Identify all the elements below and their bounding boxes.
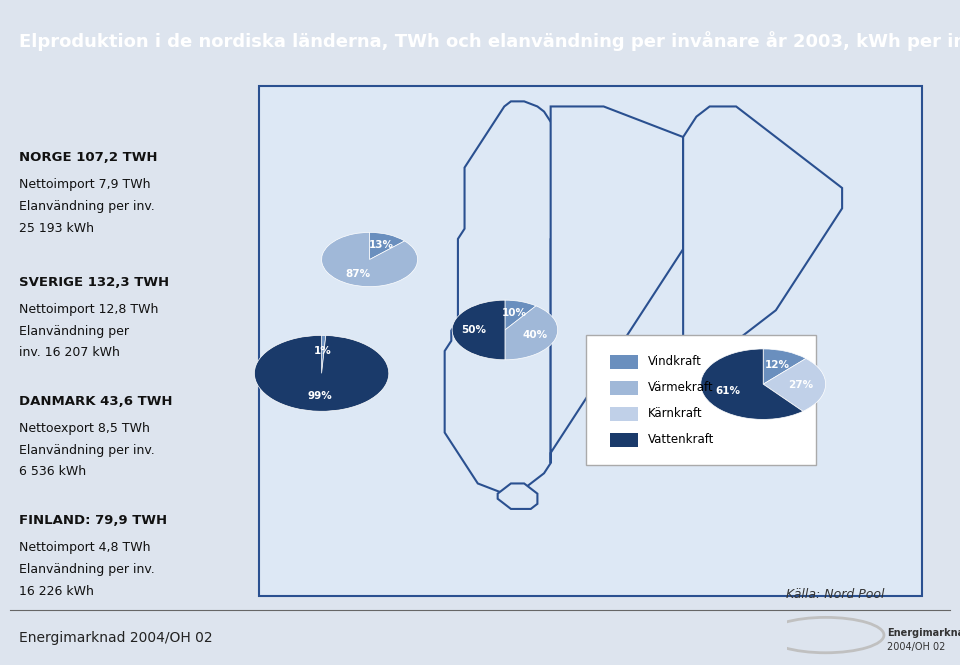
- Text: inv. 16 207 kWh: inv. 16 207 kWh: [19, 346, 120, 359]
- Text: Elanvändning per inv.: Elanvändning per inv.: [19, 444, 155, 457]
- Text: Vindkraft: Vindkraft: [648, 356, 702, 368]
- Text: Nettoimport 7,9 TWh: Nettoimport 7,9 TWh: [19, 178, 151, 192]
- Text: Nettoimport 12,8 TWh: Nettoimport 12,8 TWh: [19, 303, 158, 316]
- Text: Vattenkraft: Vattenkraft: [648, 434, 714, 446]
- Text: 16 226 kWh: 16 226 kWh: [19, 585, 94, 598]
- Text: 27%: 27%: [788, 380, 813, 390]
- Text: FINLAND: 79,9 TWH: FINLAND: 79,9 TWH: [19, 514, 167, 527]
- Text: Elanvändning per inv.: Elanvändning per inv.: [19, 563, 155, 576]
- Text: SVERIGE 132,3 TWH: SVERIGE 132,3 TWH: [19, 276, 169, 289]
- Text: Kärnkraft: Kärnkraft: [648, 408, 703, 420]
- Text: 12%: 12%: [764, 360, 789, 370]
- Text: 87%: 87%: [346, 269, 371, 279]
- Text: Nettoimport 4,8 TWh: Nettoimport 4,8 TWh: [19, 541, 151, 555]
- Text: NORGE 107,2 TWH: NORGE 107,2 TWH: [19, 151, 157, 164]
- Text: 99%: 99%: [308, 391, 333, 401]
- Polygon shape: [684, 106, 842, 382]
- Text: Nettoexport 8,5 TWh: Nettoexport 8,5 TWh: [19, 422, 150, 435]
- Text: Källa: Nord Pool: Källa: Nord Pool: [786, 588, 884, 601]
- Wedge shape: [701, 349, 803, 420]
- Text: 10%: 10%: [502, 308, 527, 318]
- Text: 1%: 1%: [314, 346, 332, 356]
- Polygon shape: [444, 101, 570, 493]
- Text: 6 536 kWh: 6 536 kWh: [19, 465, 86, 478]
- Wedge shape: [452, 300, 505, 360]
- FancyBboxPatch shape: [610, 356, 638, 369]
- Wedge shape: [505, 306, 558, 360]
- FancyBboxPatch shape: [610, 434, 638, 447]
- Text: 50%: 50%: [461, 325, 486, 335]
- Text: DANMARK 43,6 TWH: DANMARK 43,6 TWH: [19, 395, 173, 408]
- Text: Energimarknad 2004/OH 02: Energimarknad 2004/OH 02: [19, 631, 213, 646]
- Text: 40%: 40%: [522, 331, 547, 340]
- Text: Värmekraft: Värmekraft: [648, 382, 713, 394]
- FancyBboxPatch shape: [259, 86, 922, 596]
- Text: Elanvändning per: Elanvändning per: [19, 325, 130, 338]
- Text: Elproduktion i de nordiska länderna, TWh och elanvändning per invånare år 2003, : Elproduktion i de nordiska länderna, TWh…: [19, 31, 960, 51]
- Polygon shape: [551, 106, 684, 463]
- Text: 61%: 61%: [715, 386, 740, 396]
- FancyBboxPatch shape: [610, 408, 638, 421]
- Text: 13%: 13%: [369, 239, 394, 249]
- Wedge shape: [763, 358, 826, 412]
- FancyBboxPatch shape: [610, 382, 638, 395]
- Text: Energimarknad: Energimarknad: [887, 628, 960, 638]
- Wedge shape: [322, 335, 325, 373]
- Polygon shape: [497, 483, 538, 509]
- Wedge shape: [763, 349, 805, 384]
- Wedge shape: [505, 300, 536, 330]
- Text: 2004/OH 02: 2004/OH 02: [887, 642, 946, 652]
- Wedge shape: [370, 233, 404, 259]
- Wedge shape: [254, 335, 389, 411]
- Wedge shape: [322, 233, 418, 287]
- Text: Elanvändning per inv.: Elanvändning per inv.: [19, 200, 155, 213]
- FancyBboxPatch shape: [586, 335, 816, 466]
- Text: 25 193 kWh: 25 193 kWh: [19, 221, 94, 235]
